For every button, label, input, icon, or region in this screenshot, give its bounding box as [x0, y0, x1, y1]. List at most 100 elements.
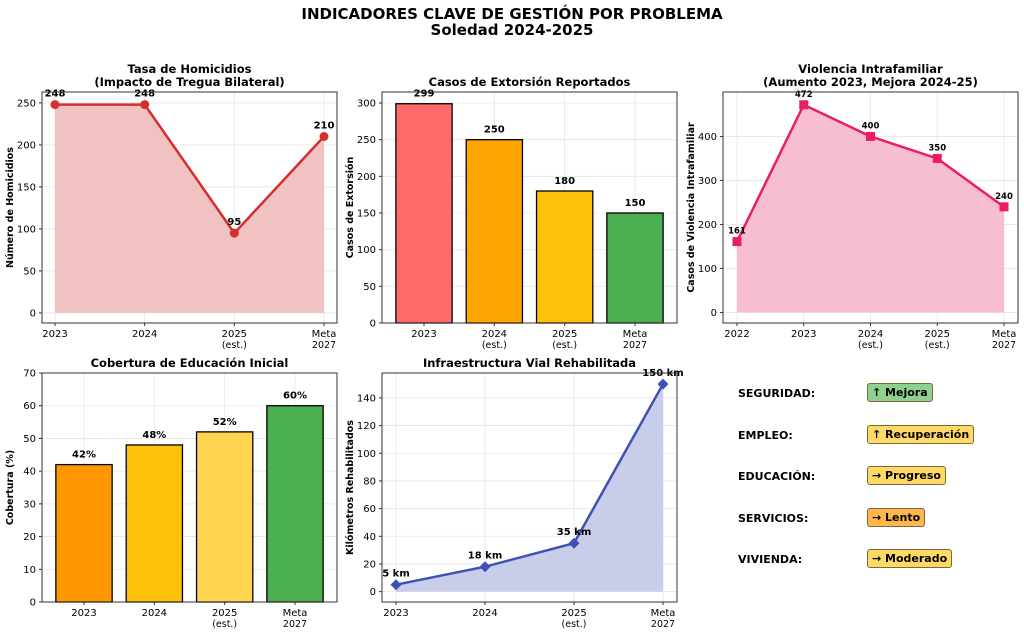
y-tick-label: 250 — [17, 98, 36, 109]
data-label: 161 — [728, 227, 746, 237]
data-label: 250 — [484, 125, 505, 136]
series-line — [55, 103, 325, 236]
status-label: EMPLEO: — [738, 428, 793, 442]
y-tick-label: 40 — [363, 532, 376, 543]
y-tick-label: 0 — [711, 308, 717, 319]
bar — [535, 190, 594, 324]
figure-subtitle: Soledad 2024-2025 — [431, 21, 594, 39]
data-label: 180 — [554, 176, 575, 187]
y-axis-label: Cobertura (%) — [5, 450, 16, 525]
y-tick-label: 80 — [363, 476, 376, 487]
chart-title: Tasa de Homicidios — [128, 62, 252, 76]
x-tick-label: Meta — [623, 329, 648, 340]
status-label: VIVIENDA: — [738, 553, 803, 566]
axes-frame — [381, 372, 678, 603]
x-tick-label: 2027 — [623, 340, 647, 351]
x-tick-label: 2024 — [472, 608, 497, 619]
data-point — [732, 237, 742, 247]
x-tick-label: Meta — [283, 608, 308, 619]
x-tick-label: Meta — [312, 329, 337, 340]
x-tick-label: 2023 — [791, 329, 816, 340]
x-tick-label: 2022 — [724, 329, 749, 340]
y-tick-label: 100 — [357, 245, 376, 256]
y-tick-label: 10 — [23, 565, 36, 576]
x-tick-label: (est.) — [925, 340, 950, 351]
x-tick-label: 2024 — [132, 329, 157, 340]
data-label: 150 — [625, 198, 646, 209]
y-tick-label: 0 — [370, 319, 376, 330]
x-tick-label: 2025 — [561, 608, 586, 619]
status-badge: → Moderado — [867, 549, 953, 568]
y-tick-label: 100 — [357, 449, 376, 460]
data-point — [229, 228, 239, 238]
x-tick-label: 2027 — [312, 340, 336, 351]
status-badge: → Progreso — [867, 466, 946, 485]
chart-subtitle: (Aumento 2023, Mejora 2024-25) — [763, 75, 978, 89]
axes-frame — [41, 91, 338, 324]
y-tick-label: 200 — [698, 220, 717, 231]
data-label: 400 — [862, 121, 880, 131]
y-tick-label: 0 — [370, 587, 376, 598]
x-tick-label: (est.) — [858, 340, 883, 351]
data-label: 248 — [134, 89, 155, 100]
y-tick-label: 300 — [698, 176, 717, 187]
y-tick-label: 40 — [23, 467, 36, 478]
y-tick-label: 400 — [698, 132, 717, 143]
area-fill — [55, 104, 324, 313]
data-label: 210 — [314, 121, 335, 132]
y-tick-label: 100 — [698, 264, 717, 275]
x-tick-label: 2025 — [925, 329, 950, 340]
data-point — [657, 378, 669, 390]
status-badge: ↑ Mejora — [867, 383, 933, 402]
status-badge: → Lento — [867, 507, 926, 527]
data-point — [50, 100, 60, 110]
data-point — [932, 153, 942, 163]
y-tick-label: 50 — [23, 266, 36, 277]
x-tick-label: 2024 — [482, 329, 507, 340]
x-tick-label: Meta — [992, 329, 1017, 340]
data-label: 472 — [795, 90, 813, 100]
y-tick-label: 60 — [363, 504, 376, 515]
axes-frame — [41, 372, 338, 603]
bar — [55, 463, 113, 603]
status-label: SERVICIOS: — [738, 511, 809, 525]
x-tick-label: 2025 — [212, 608, 237, 619]
y-tick-label: 0 — [30, 598, 36, 609]
x-tick-label: (est.) — [222, 340, 247, 351]
data-point — [390, 579, 402, 591]
chart-4: Cobertura de Educación Inicial Cobertura … — [5, 356, 338, 630]
chart-title: Casos de Extorsión Reportados — [429, 75, 631, 89]
y-tick-label: 100 — [17, 224, 36, 235]
x-tick-label: (est.) — [562, 619, 587, 630]
data-label: 95 — [227, 217, 241, 228]
area-fill — [396, 384, 663, 592]
x-tick-label: 2027 — [283, 619, 307, 630]
chart-1: Tasa de Homicidios(Impacto de Tregua Bil… — [5, 62, 338, 351]
x-tick-label: 2027 — [992, 340, 1016, 351]
data-label: 248 — [45, 89, 66, 100]
y-tick-label: 70 — [23, 369, 36, 380]
x-tick-label: 2024 — [858, 329, 883, 340]
data-label: 150 km — [642, 368, 683, 379]
bar — [195, 431, 254, 603]
y-tick-label: 50 — [23, 434, 36, 445]
x-tick-label: (est.) — [482, 340, 507, 351]
data-label: 60% — [283, 391, 307, 402]
data-label: 299 — [414, 89, 435, 100]
axes-frame — [722, 91, 1019, 324]
status-label: SEGURIDAD: — [738, 387, 816, 400]
y-tick-label: 120 — [357, 421, 376, 432]
y-tick-label: 140 — [357, 393, 376, 404]
bar — [395, 103, 453, 324]
status-label: EDUCACIÓN: — [738, 470, 816, 483]
area-fill — [737, 104, 1004, 313]
x-tick-label: 2025 — [552, 329, 577, 340]
status-badge: ↑ Recuperación — [867, 424, 975, 444]
x-tick-label: (est.) — [212, 619, 237, 630]
y-tick-label: 30 — [23, 499, 36, 510]
bar — [465, 139, 524, 324]
y-tick-label: 150 — [357, 209, 376, 220]
data-label: 42% — [72, 450, 96, 461]
data-point — [568, 537, 580, 549]
bar — [125, 444, 184, 603]
